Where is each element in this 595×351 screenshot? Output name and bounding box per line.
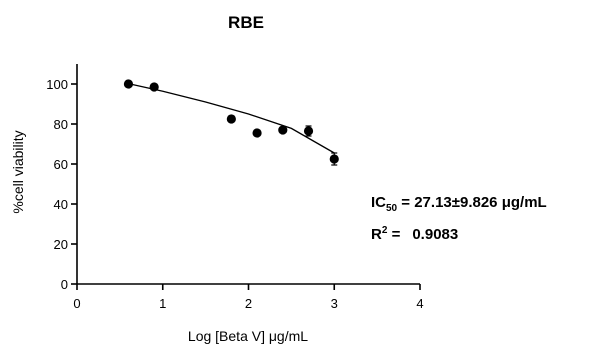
data-point [252, 128, 262, 138]
y-tick-label: 60 [54, 157, 68, 172]
data-point [278, 125, 288, 135]
r2-label: R [371, 226, 382, 243]
data-point [303, 126, 314, 136]
y-axis-label: %cell viability [10, 130, 26, 213]
data-point-group [123, 79, 134, 89]
data-point-group [329, 152, 339, 166]
chart-title: RBE [228, 13, 264, 32]
x-axis-label: Log [Beta V] μg/mL [188, 328, 308, 344]
y-tick-label: 100 [46, 77, 68, 92]
data-point-group [278, 125, 288, 135]
y-tick-label: 40 [54, 197, 68, 212]
data-point-group [149, 82, 159, 92]
x-tick-label: 4 [416, 296, 423, 311]
r2-equals: = [387, 226, 401, 243]
ic50-value: = 27.13±9.826 μg/mL [397, 194, 547, 211]
data-point-group [226, 114, 236, 124]
axes: 0 20 40 60 80 100 0 1 2 3 4 [46, 64, 424, 311]
y-tick-label: 80 [54, 117, 68, 132]
x-tick-label: 2 [245, 296, 252, 311]
x-tick-label: 0 [73, 296, 80, 311]
r2-value: 0.9083 [412, 226, 459, 243]
data-points [123, 79, 339, 166]
y-tick-label: 0 [61, 277, 68, 292]
y-tick-label: 20 [54, 237, 68, 252]
data-point [329, 154, 339, 164]
x-tick-label: 3 [331, 296, 338, 311]
data-point [149, 82, 159, 92]
ic50-annotation: IC50 = 27.13±9.826 μg/mL [371, 194, 547, 214]
data-point [226, 114, 236, 124]
x-tick-label: 1 [159, 296, 166, 311]
data-point-group [252, 128, 262, 138]
r-squared-annotation: R2 = 0.9083 [371, 225, 458, 243]
data-point [123, 79, 134, 89]
ic50-label: IC [371, 194, 386, 211]
ic50-subscript: 50 [386, 203, 398, 214]
r2-superscript: 2 [381, 225, 388, 236]
data-point-group [303, 125, 314, 137]
